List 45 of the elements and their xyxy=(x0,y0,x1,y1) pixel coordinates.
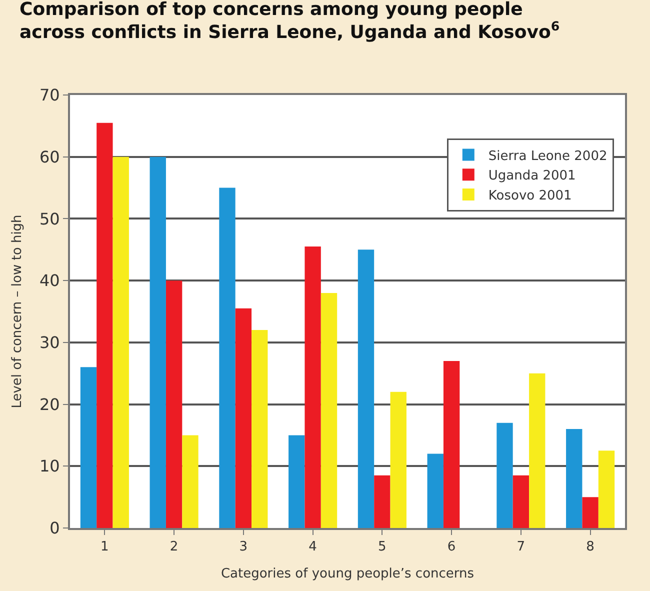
x-tick-label: 5 xyxy=(378,540,386,555)
x-axis-title: Categories of young people’s concerns xyxy=(220,566,474,582)
bar xyxy=(288,435,305,528)
x-tick-label: 4 xyxy=(308,540,317,555)
y-tick-label: 60 xyxy=(39,147,60,166)
legend-label: Sierra Leone 2002 xyxy=(488,148,608,164)
y-tick-label: 70 xyxy=(39,86,60,105)
bar xyxy=(166,280,182,528)
bar xyxy=(358,250,374,528)
y-tick-label: 40 xyxy=(39,271,60,290)
bar xyxy=(96,122,113,528)
bar xyxy=(219,188,236,528)
x-tick-label: 7 xyxy=(516,540,526,555)
x-tick-label: 2 xyxy=(170,540,178,555)
bar xyxy=(529,373,546,528)
bar xyxy=(235,308,252,528)
x-tick-label: 8 xyxy=(586,540,594,555)
y-tick-label: 50 xyxy=(39,209,60,228)
bar xyxy=(304,246,321,528)
bar xyxy=(566,429,582,528)
legend-label: Kosovo 2001 xyxy=(488,188,572,204)
bar xyxy=(427,454,444,528)
y-tick-label: 20 xyxy=(39,394,60,414)
y-tick-label: 10 xyxy=(39,456,60,476)
bar xyxy=(374,475,390,528)
legend-label: Uganda 2001 xyxy=(488,168,576,184)
bar xyxy=(150,156,166,528)
y-axis-title: Level of concern – low to high xyxy=(10,214,25,408)
bar xyxy=(496,422,513,528)
y-tick-label: 0 xyxy=(50,518,60,538)
bar xyxy=(390,392,406,528)
bar xyxy=(112,156,129,528)
bar xyxy=(320,292,338,528)
bar xyxy=(512,475,530,528)
bar xyxy=(582,497,598,528)
y-tick-label: 30 xyxy=(39,333,60,352)
bar xyxy=(443,360,460,528)
bar xyxy=(80,367,97,528)
bar xyxy=(598,450,615,528)
x-tick-label: 1 xyxy=(100,540,109,555)
x-tick-label: 3 xyxy=(239,540,248,555)
chart-title: Comparison of top concerns among young people across conflicts in Sierra Leone, Uganda and Kosovo$^{6}$ xyxy=(20,0,560,44)
bar xyxy=(182,435,198,528)
x-tick-label: 6 xyxy=(447,540,456,555)
bar xyxy=(252,330,268,528)
